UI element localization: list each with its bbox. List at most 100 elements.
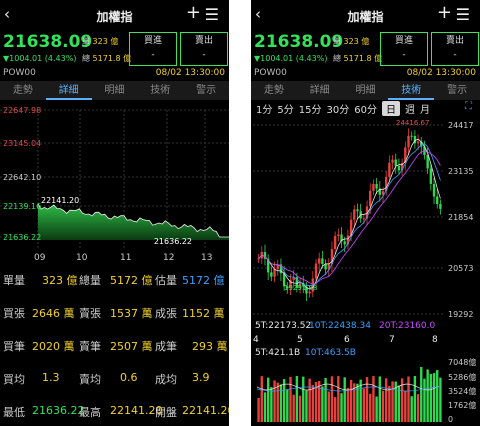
candle-body (407, 135, 410, 148)
top-bar: ‹ 加權指 + ☰ (0, 0, 229, 30)
stat-value: 1152 萬 (182, 307, 225, 320)
ma-legend: 5T:22173.52 (255, 321, 311, 331)
tab-bar: 走勢 詳細 明細 技術 警示 (0, 81, 229, 100)
volume-bar (432, 373, 436, 422)
candle-body (429, 168, 433, 184)
candle-body (372, 183, 375, 191)
candle-body (308, 291, 311, 294)
candle-body (436, 196, 439, 205)
stat-label: 賣張 (79, 307, 101, 320)
vol-ma-line (256, 383, 439, 391)
stat-value: 3.9 (192, 371, 210, 384)
candle-body (270, 272, 273, 277)
volume-bar (413, 376, 417, 422)
volume-bar (439, 377, 442, 422)
candlestick-chart: 24417 23135 21854 20573 19292 24416.67 19291.8… (253, 119, 476, 424)
volume-bar (260, 376, 263, 422)
period-4[interactable]: 60分 (354, 104, 377, 116)
period-5[interactable]: 日 (381, 100, 400, 116)
plus-icon[interactable]: + (185, 2, 201, 23)
x-tick-label: 09 (34, 253, 46, 263)
tab-1[interactable]: 詳細 (45, 81, 92, 100)
intraday-chart: 22647.98 23145.04 22642.10 22139.16 21636.22… (0, 106, 229, 263)
candle-body (420, 141, 423, 147)
vol-legend: 5T:421.1B (255, 348, 300, 358)
ma-legend: 10T:22438.34 (309, 321, 371, 331)
stat-value: 21636.22 (32, 404, 85, 417)
sell-button[interactable]: 賣出 - (431, 32, 479, 66)
menu-icon[interactable]: ☰ (204, 5, 219, 24)
x-tick-label: 4 (253, 335, 259, 345)
volume-bar (298, 395, 302, 422)
volume-bar (340, 393, 343, 422)
candle-body (353, 209, 356, 220)
candle-body (356, 209, 359, 212)
tab-1[interactable]: 詳細 (309, 85, 330, 96)
candle-body (365, 206, 369, 219)
tab-2[interactable]: 明細 (104, 85, 125, 96)
volume-bar (276, 382, 279, 422)
ma-line (258, 150, 441, 285)
candle-body (391, 159, 394, 163)
expand-icon[interactable]: ⛶ (465, 101, 472, 112)
stat-label: 估量 (155, 274, 177, 287)
tab-0[interactable]: 走勢 (12, 85, 33, 96)
x-tick-label: 11 (120, 253, 131, 263)
page-title: 加權指 (347, 10, 384, 24)
tab-3[interactable]: 技術 (388, 81, 435, 100)
candle-body (321, 258, 324, 264)
volume-bar (266, 377, 270, 422)
volume-bar (263, 392, 267, 422)
tab-4[interactable]: 警示 (196, 85, 217, 96)
volume-bar (400, 378, 404, 422)
x-tick-label: 13 (201, 253, 212, 263)
y-tick-label: 19292 (448, 310, 473, 319)
period-3[interactable]: 30分 (326, 104, 350, 116)
volume-bar (378, 376, 381, 422)
y-tick-label: 21854 (448, 213, 473, 222)
sell-button[interactable]: 賣出 - (180, 32, 228, 66)
volume-bar (305, 390, 308, 422)
x-tick-label: 8 (432, 335, 438, 345)
candle-body (257, 258, 260, 260)
stat-value: 293 萬 (192, 340, 228, 353)
period-6[interactable]: 週 (404, 104, 415, 116)
stat-label: 買均 (3, 373, 25, 386)
tab-4[interactable]: 警示 (447, 85, 468, 96)
stat-label: 賣筆 (79, 340, 101, 353)
y-tick-label: 22642.10 (3, 173, 41, 182)
menu-icon[interactable]: ☰ (455, 5, 470, 24)
stat-label: 成均 (155, 373, 177, 386)
candle-body (346, 235, 350, 245)
volume-summary: 單 323 億 總 5171.8 億 (333, 33, 382, 67)
plus-icon[interactable]: + (436, 2, 452, 23)
last-price: 21638.09 (3, 32, 93, 52)
candle-body (295, 277, 299, 288)
tab-3[interactable]: 技術 (150, 85, 171, 96)
tab-0[interactable]: 走勢 (263, 85, 284, 96)
tab-2[interactable]: 明細 (355, 85, 376, 96)
candle-body (302, 283, 305, 287)
total-value: 5171.8 億 (92, 54, 132, 63)
back-icon[interactable]: ‹ (255, 5, 261, 23)
volume-bar (289, 376, 292, 422)
buy-button[interactable]: 買進 - (129, 32, 177, 66)
stat-label: 賣均 (79, 373, 101, 386)
stat-label: 買筆 (3, 340, 25, 353)
back-icon[interactable]: ‹ (4, 5, 10, 23)
y-tick-label: 20573 (448, 264, 473, 273)
period-0[interactable]: 1分 (256, 104, 273, 116)
volume-bar (314, 381, 318, 422)
period-1[interactable]: 5分 (277, 104, 294, 116)
buy-value: - (402, 50, 406, 60)
buy-button[interactable]: 買進 - (380, 32, 428, 66)
period-7[interactable]: 月 (419, 104, 430, 116)
volume-bar (257, 398, 260, 422)
top-bar: ‹ 加權指 + ☰ (251, 0, 480, 30)
period-2[interactable]: 15分 (298, 104, 322, 116)
candle-body (327, 264, 330, 270)
ma-legend: 20T:23160.0 (379, 321, 435, 331)
candle-body (324, 263, 327, 270)
vol-ma-line (256, 386, 439, 392)
stat-value: 0.6 (120, 371, 138, 384)
